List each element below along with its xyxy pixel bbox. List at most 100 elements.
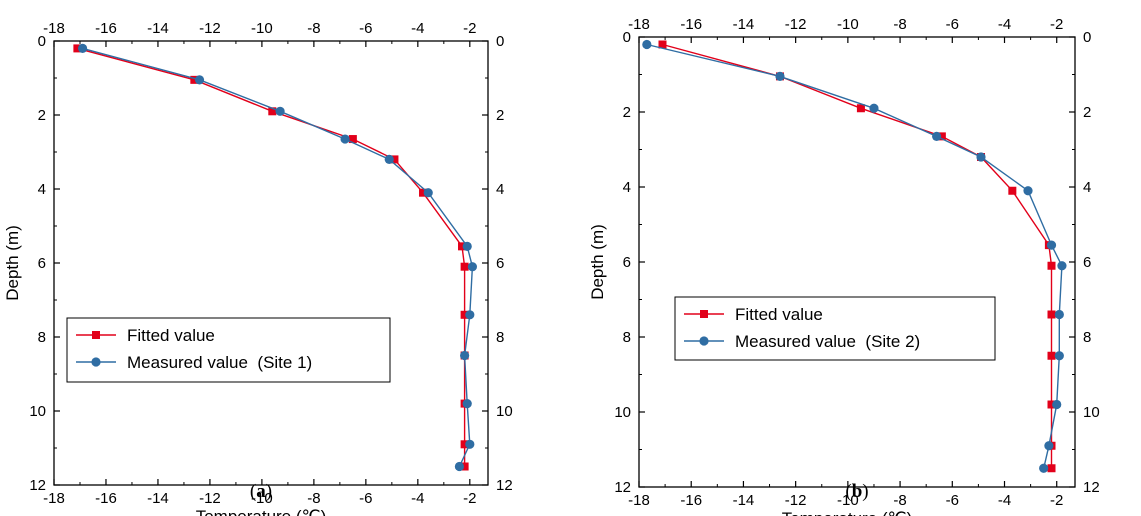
y-axis-label: Depth (m) <box>3 225 22 301</box>
x-tick-label-top: -18 <box>43 20 65 37</box>
y-axis-label: Depth (m) <box>588 224 607 300</box>
x-tick-label-top: -2 <box>463 20 476 37</box>
fitted-point <box>1047 310 1056 319</box>
x-tick-label-bottom: -2 <box>1050 492 1063 509</box>
x-tick-label-top: -6 <box>946 16 959 33</box>
y-tick-label-left: 12 <box>614 479 631 496</box>
y-tick-label-right: 8 <box>1083 329 1091 346</box>
x-tick-label-bottom: -16 <box>680 492 702 509</box>
x-tick-label-bottom: -6 <box>359 490 372 507</box>
x-tick-label-top: -4 <box>411 20 424 37</box>
x-tick-label-top: -2 <box>1050 16 1063 33</box>
y-tick-label-left: 6 <box>623 254 631 271</box>
measured-point <box>465 439 475 449</box>
y-tick-label-left: 0 <box>38 33 46 50</box>
fitted-point <box>460 310 469 319</box>
y-tick-label-left: 4 <box>623 179 631 196</box>
legend-box <box>66 317 391 383</box>
measured-point <box>1039 463 1049 473</box>
x-tick-label-bottom: -6 <box>946 492 959 509</box>
legend-box <box>674 296 996 361</box>
measured-point <box>462 399 472 409</box>
fitted-point <box>348 135 357 144</box>
legend-marker-square <box>700 310 708 318</box>
x-tick-label-top: -10 <box>837 16 859 33</box>
fitted-point <box>937 132 946 141</box>
x-tick-label-top: -12 <box>785 16 807 33</box>
x-axis-label: Temperature (℃) <box>196 507 327 516</box>
x-tick-label-bottom: -12 <box>785 492 807 509</box>
y-tick-label-right: 4 <box>496 181 504 198</box>
measured-point <box>465 310 475 320</box>
legend-entry-label: Fitted value <box>127 326 215 345</box>
x-tick-label-top: -4 <box>998 16 1011 33</box>
y-tick-label-left: 10 <box>614 404 631 421</box>
measured-point <box>1046 240 1057 250</box>
y-tick-label-left: 10 <box>29 403 46 420</box>
y-tick-label-right: 6 <box>1083 254 1091 271</box>
measured-point <box>1054 351 1064 361</box>
fitted-point <box>190 75 199 84</box>
x-tick-label-bottom: -4 <box>998 492 1011 509</box>
x-axis-label: Temperature (℃) <box>782 509 913 516</box>
x-tick-label-bottom: -12 <box>199 490 221 507</box>
x-tick-label-top: -14 <box>147 20 169 37</box>
x-tick-label-top: -6 <box>359 20 372 37</box>
x-tick-label-top: -8 <box>893 16 906 33</box>
y-tick-label-left: 2 <box>623 104 631 121</box>
y-tick-label-right: 6 <box>496 255 504 272</box>
y-tick-label-right: 0 <box>1083 29 1091 46</box>
measured-point <box>423 188 433 198</box>
fitted-point <box>856 104 865 113</box>
x-tick-label-top: -14 <box>733 16 755 33</box>
legend-entry-label: Measured value (Site 1) <box>127 353 312 372</box>
fitted-point <box>1047 400 1056 409</box>
measured-point <box>462 241 472 251</box>
measured-point <box>1054 309 1064 320</box>
x-tick-label-bottom: -14 <box>147 490 169 507</box>
y-tick-label-right: 4 <box>1083 179 1091 196</box>
x-tick-label-bottom: -2 <box>463 490 476 507</box>
fitted-point <box>460 440 469 449</box>
y-tick-label-left: 2 <box>38 107 46 124</box>
series-line-measured <box>646 43 1063 469</box>
fitted-point <box>1047 261 1056 270</box>
legend-marker-square <box>92 331 100 339</box>
panel-label: (b) <box>845 481 868 502</box>
x-tick-label-top: -10 <box>251 20 273 37</box>
measured-point <box>275 106 285 116</box>
measured-point <box>1044 441 1054 451</box>
y-tick-label-right: 10 <box>496 403 513 420</box>
measured-point <box>454 461 465 472</box>
fitted-point <box>1008 186 1017 195</box>
x-tick-label-bottom: -10 <box>251 490 273 507</box>
y-tick-label-right: 12 <box>1083 479 1100 496</box>
measured-point <box>194 75 205 85</box>
legend: Fitted value Measured value (Site 2) <box>674 296 996 361</box>
fitted-point <box>419 188 428 197</box>
y-tick-label-left: 6 <box>38 255 46 272</box>
measured-point <box>976 152 986 162</box>
measured-point <box>77 43 88 54</box>
x-tick-label-bottom: -8 <box>893 492 906 509</box>
panel-label: (a) <box>250 481 272 502</box>
x-tick-label-bottom: -14 <box>733 492 755 509</box>
x-tick-label-bottom: -4 <box>411 490 424 507</box>
x-tick-label-top: -16 <box>95 20 117 37</box>
fitted-point <box>390 155 399 164</box>
fitted-point <box>1047 464 1056 473</box>
legend: Fitted value Measured value (Site 1) <box>66 317 391 383</box>
fitted-point <box>458 242 467 251</box>
fitted-point <box>460 262 469 271</box>
y-tick-label-right: 2 <box>1083 104 1091 121</box>
measured-point <box>1057 261 1067 271</box>
measured-point <box>642 39 652 50</box>
chart-panel-b: -18 -18 -16 -16 -14 -14 -12 -12 -10 -10 -8 -8 -6 -6 -4… <box>588 16 1100 516</box>
y-tick-label-right: 2 <box>496 107 504 124</box>
fitted-point <box>73 44 82 53</box>
measured-point <box>1052 399 1062 410</box>
fitted-point <box>460 462 469 471</box>
measured-point <box>869 103 879 113</box>
y-tick-label-left: 8 <box>623 329 631 346</box>
x-tick-label-top: -8 <box>307 20 320 37</box>
